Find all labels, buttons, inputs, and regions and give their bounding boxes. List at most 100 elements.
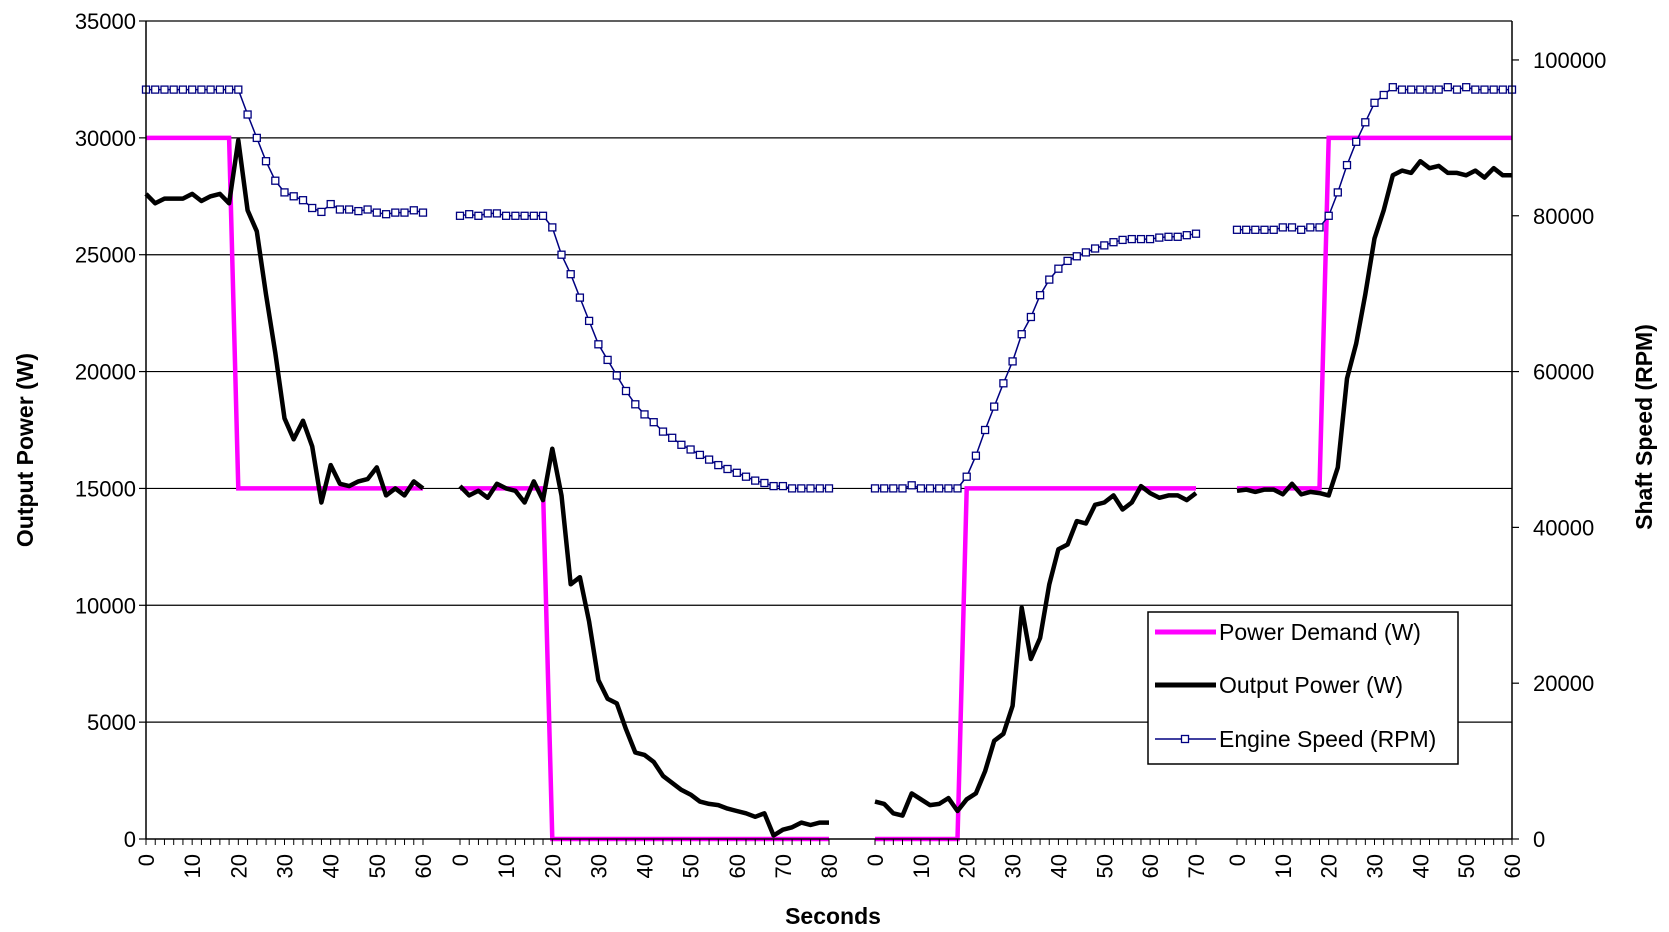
- x-tick-label: 60: [411, 854, 436, 878]
- engine-speed-point: [612, 371, 621, 380]
- engine-speed-point: [962, 472, 971, 481]
- engine-speed-point: [511, 211, 520, 220]
- engine-speed-point: [151, 85, 160, 94]
- engine-speed-point: [880, 484, 889, 493]
- engine-speed-point: [1118, 235, 1127, 245]
- x-tick-label: 0: [448, 854, 473, 866]
- x-tick-label: 20: [1317, 854, 1342, 878]
- engine-speed-point: [704, 455, 714, 464]
- x-tick-label: 10: [909, 854, 934, 878]
- engine-speed-point: [723, 464, 732, 474]
- output-power-line-seg1: [144, 137, 425, 505]
- engine-speed-point: [465, 210, 474, 219]
- left-y-tick-label: 15000: [75, 476, 136, 501]
- engine-speed-point: [1434, 85, 1443, 94]
- engine-speed-point: [1136, 234, 1146, 244]
- engine-speed-line-seg4: [1237, 86, 1512, 231]
- left-y-tick-label: 5000: [87, 710, 136, 735]
- engine-speed-point: [925, 484, 935, 493]
- x-tick-label: 60: [1500, 854, 1525, 878]
- engine-speed-point: [1063, 256, 1072, 266]
- engine-speed-point: [566, 270, 575, 279]
- engine-speed-point: [1342, 160, 1352, 170]
- x-tick-label: 10: [1271, 854, 1296, 878]
- engine-speed-point: [916, 484, 926, 493]
- engine-speed-point: [234, 85, 243, 94]
- engine-speed-point: [409, 206, 418, 215]
- engine-speed-point: [1379, 90, 1388, 100]
- engine-speed-point: [1173, 232, 1182, 241]
- engine-speed-point: [474, 211, 483, 220]
- engine-speed-point: [695, 450, 705, 460]
- engine-speed-point: [1026, 312, 1036, 322]
- power-demand-line-seg1: [146, 135, 423, 491]
- engine-speed-point: [686, 445, 695, 454]
- engine-speed-point: [990, 402, 999, 411]
- engine-speed-point: [261, 157, 271, 166]
- x-tick-label: 0: [863, 854, 888, 866]
- engine-speed-point: [741, 472, 751, 481]
- engine-speed-point: [603, 355, 612, 365]
- engine-speed-point: [1388, 83, 1397, 92]
- engine-speed-point: [575, 293, 585, 302]
- engine-speed-point: [1127, 234, 1136, 244]
- engine-speed-point: [1352, 137, 1361, 146]
- engine-speed-point: [806, 484, 815, 493]
- right-y-tick-label: 60000: [1533, 360, 1594, 385]
- engine-speed-point: [557, 250, 566, 259]
- engine-speed-point: [1407, 85, 1416, 94]
- x-tick-label: 30: [586, 854, 611, 878]
- engine-speed-point: [898, 484, 907, 493]
- engine-speed-point: [621, 386, 631, 396]
- engine-speed-point: [769, 481, 778, 491]
- engine-speed-point: [1145, 234, 1155, 244]
- legend-swatch-engine-speed-marker: [1180, 734, 1190, 744]
- engine-speed-point: [889, 484, 898, 493]
- engine-speed-point: [1182, 231, 1191, 240]
- engine-speed-point: [1164, 232, 1173, 241]
- x-tick-label: 0: [1225, 854, 1250, 866]
- engine-speed-point: [1072, 252, 1081, 261]
- engine-speed-point: [215, 85, 225, 94]
- legend-label-output-power: Output Power (W): [1219, 672, 1403, 698]
- engine-speed-point: [815, 484, 824, 493]
- engine-speed-point: [1260, 225, 1269, 234]
- engine-speed-point: [1090, 244, 1100, 253]
- engine-speed-point: [1324, 211, 1333, 220]
- engine-speed-point: [224, 85, 234, 94]
- output-power-series: [144, 137, 1512, 838]
- x-tick-label: 50: [365, 854, 390, 878]
- engine-speed-point: [1242, 225, 1251, 234]
- right-y-tick-label: 40000: [1533, 515, 1594, 540]
- engine-speed-point: [584, 316, 594, 326]
- x-axis-title: Seconds: [785, 903, 881, 929]
- engine-speed-point: [649, 418, 658, 427]
- right-y-tick-label: 80000: [1533, 204, 1594, 229]
- x-tick-label: 0: [134, 854, 159, 866]
- engine-speed-point: [980, 425, 990, 435]
- engine-speed-point: [391, 208, 400, 217]
- engine-speed-point: [1397, 85, 1407, 94]
- engine-speed-point: [760, 478, 769, 488]
- engine-speed-point: [326, 199, 335, 209]
- engine-speed-point: [206, 85, 215, 94]
- engine-speed-point: [1333, 188, 1342, 197]
- left-y-axis-title: Output Power (W): [12, 353, 38, 547]
- x-tick-label: 20: [226, 854, 251, 878]
- x-tick-label: 10: [494, 854, 519, 878]
- engine-speed-point: [1017, 330, 1026, 339]
- left-y-tick-label: 20000: [75, 360, 136, 385]
- power-demand-line-seg4: [1237, 135, 1512, 491]
- engine-speed-point: [1452, 85, 1462, 94]
- right-y-axis-title: Shaft Speed (RPM): [1631, 324, 1657, 530]
- engine-speed-point: [1035, 291, 1045, 300]
- engine-speed-point: [483, 209, 492, 218]
- engine-speed-point: [354, 206, 363, 216]
- engine-speed-point: [1251, 225, 1260, 234]
- left-y-tick-label: 25000: [75, 243, 136, 268]
- engine-speed-point: [1498, 85, 1507, 94]
- engine-speed-point: [381, 210, 391, 219]
- engine-speed-point: [1269, 225, 1278, 234]
- engine-speed-point: [907, 481, 916, 490]
- x-tick-label: 50: [679, 854, 704, 878]
